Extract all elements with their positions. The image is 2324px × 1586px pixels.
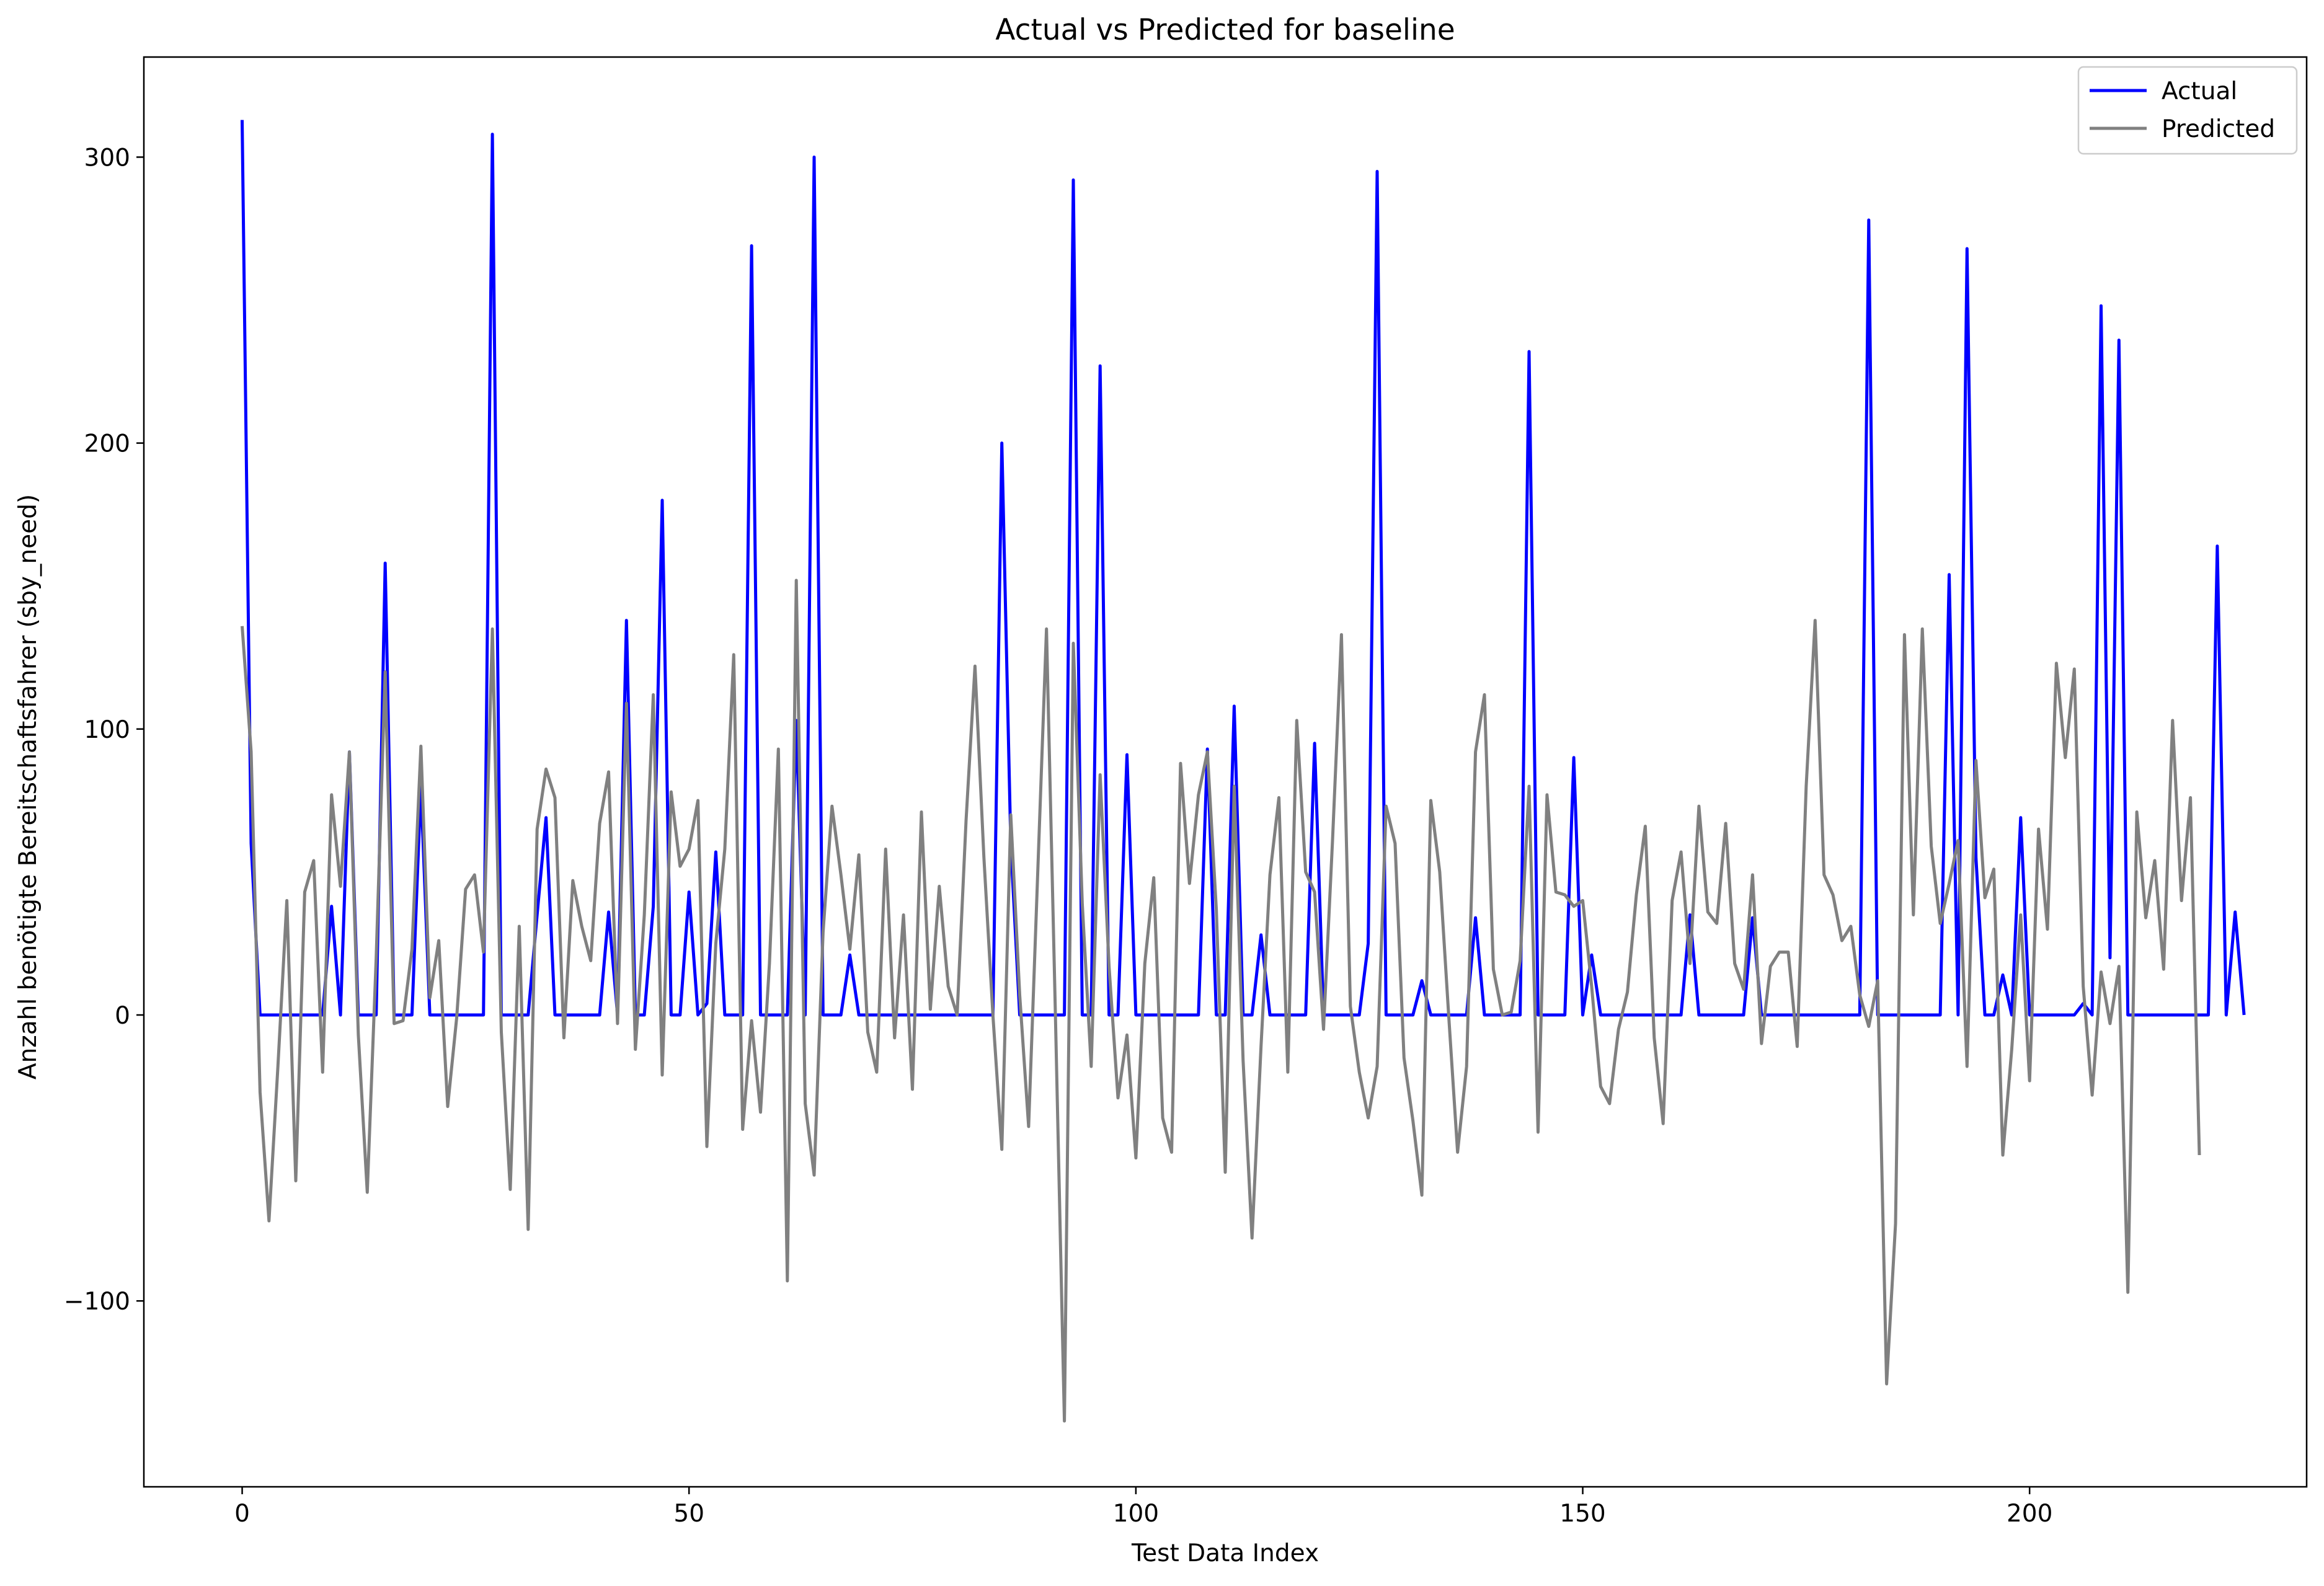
x-tick-label: 100 bbox=[1113, 1500, 1159, 1528]
x-axis: 0 50 100 150 200 bbox=[234, 1487, 2052, 1528]
legend-label-predicted: Predicted bbox=[2162, 115, 2275, 143]
chart-title: Actual vs Predicted for baseline bbox=[995, 13, 1455, 47]
x-tick-label: 200 bbox=[2007, 1500, 2052, 1528]
y-tick-label: 300 bbox=[84, 144, 130, 172]
series-line-predicted bbox=[241, 578, 2201, 1423]
legend: Actual Predicted bbox=[2077, 66, 2298, 155]
y-tick-label: 200 bbox=[84, 430, 130, 458]
plot-frame bbox=[143, 56, 2308, 1488]
legend-label-actual: Actual bbox=[2162, 78, 2237, 105]
plot-area bbox=[241, 120, 2246, 1423]
x-axis-label: Test Data Index bbox=[1131, 1539, 1319, 1567]
x-tick-label: 50 bbox=[673, 1500, 704, 1528]
x-tick-label: 150 bbox=[1559, 1500, 1605, 1528]
y-tick-label: −100 bbox=[64, 1288, 130, 1316]
legend-box bbox=[2077, 66, 2298, 155]
x-tick-label: 0 bbox=[234, 1500, 250, 1528]
y-axis-label: Anzahl benötigte Bereitschaftsfahrer (sb… bbox=[14, 494, 42, 1079]
y-axis: −100 0 100 200 300 bbox=[64, 144, 144, 1316]
y-tick-label: 0 bbox=[115, 1002, 130, 1030]
y-tick-label: 100 bbox=[84, 716, 130, 744]
